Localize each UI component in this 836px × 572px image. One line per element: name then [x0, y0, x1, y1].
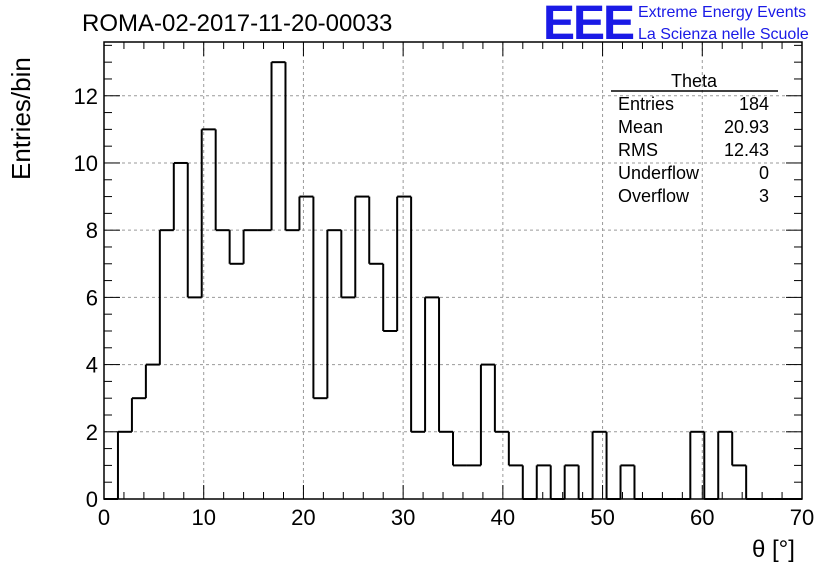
histogram-bins [104, 61, 802, 500]
stats-label: Underflow [618, 163, 700, 183]
logo-line-extreme-energy-events: Extreme Energy Events [638, 4, 807, 21]
x-tick-label: 60 [690, 505, 714, 530]
plot-border [103, 41, 803, 500]
axis-ticks [103, 42, 803, 500]
x-tick-label: 70 [790, 505, 814, 530]
stats-value: 184 [739, 94, 769, 114]
stats-value: 3 [759, 186, 769, 206]
y-tick-label: 0 [86, 487, 98, 512]
y-tick-label: 2 [86, 420, 98, 445]
x-tick-label: 10 [191, 505, 215, 530]
stats-title: Theta [671, 71, 718, 91]
stats-box: Theta Entries 184 Mean 20.93 RMS 12.43 Underfl… [611, 71, 778, 206]
plot-frame [103, 41, 803, 500]
stats-label: Mean [618, 117, 663, 137]
x-tick-label: 20 [291, 505, 315, 530]
eee-logo: EEE [543, 0, 635, 50]
logo-line-scienza-scuole: La Scienza nelle Scuole [638, 26, 809, 43]
x-tick-label: 0 [98, 505, 110, 530]
x-tick-label: 50 [590, 505, 614, 530]
stats-value: 12.43 [724, 140, 769, 160]
y-tick-label: 8 [86, 218, 98, 243]
stats-label: Entries [618, 94, 674, 114]
run-title: ROMA-02-2017-11-20-00033 [82, 10, 393, 37]
x-axis-label: θ [°] [752, 536, 795, 563]
stats-label: RMS [618, 140, 658, 160]
stats-label: Overflow [618, 186, 690, 206]
y-tick-label: 4 [86, 353, 98, 378]
y-tick-label: 12 [74, 84, 98, 109]
y-tick-label: 6 [86, 285, 98, 310]
stats-value: 20.93 [724, 117, 769, 137]
y-tick-label: 10 [74, 151, 98, 176]
grid-lines [104, 42, 802, 499]
x-tick-label: 40 [491, 505, 515, 530]
stats-value: 0 [759, 163, 769, 183]
x-tick-label: 30 [391, 505, 415, 530]
